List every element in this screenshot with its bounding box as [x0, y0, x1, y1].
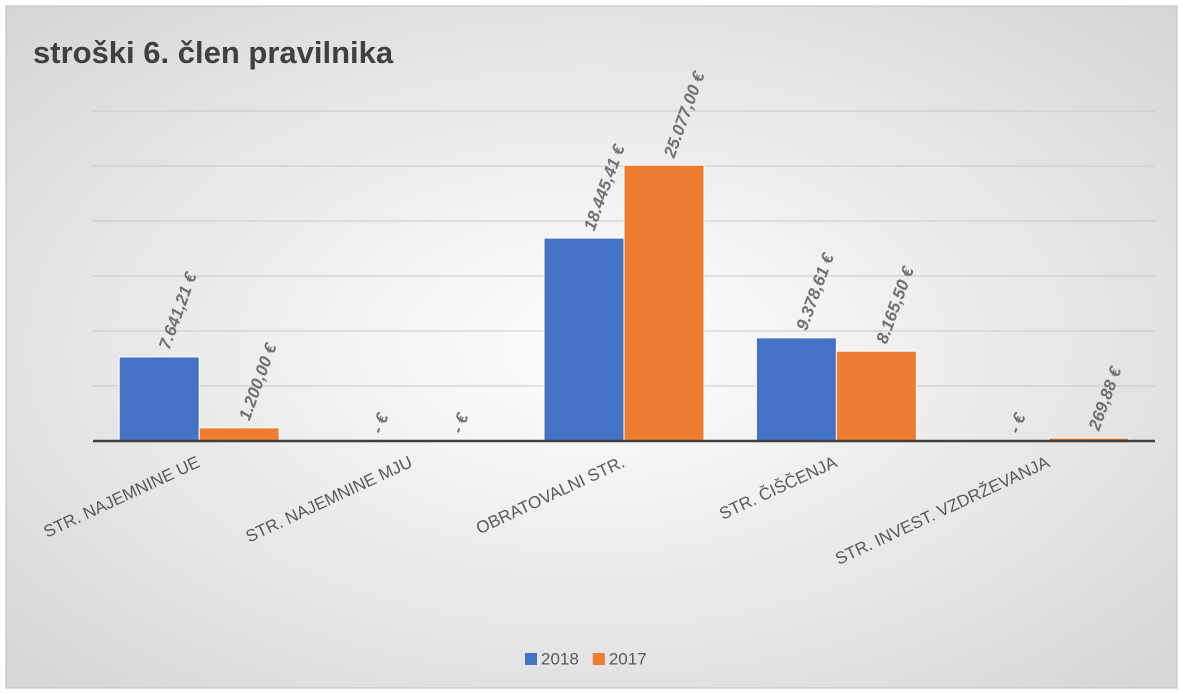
bar: [623, 164, 705, 442]
bar: [755, 337, 837, 442]
bar: [198, 427, 280, 442]
chart-title: stroški 6. člen pravilnika: [33, 35, 394, 70]
bar: [543, 237, 625, 442]
legend-swatch: [592, 653, 605, 665]
legend-swatch: [525, 653, 537, 665]
bar: [835, 350, 917, 442]
bar: [118, 356, 200, 442]
legend-label: 2017: [609, 649, 647, 668]
legend-label: 2018: [541, 649, 579, 668]
